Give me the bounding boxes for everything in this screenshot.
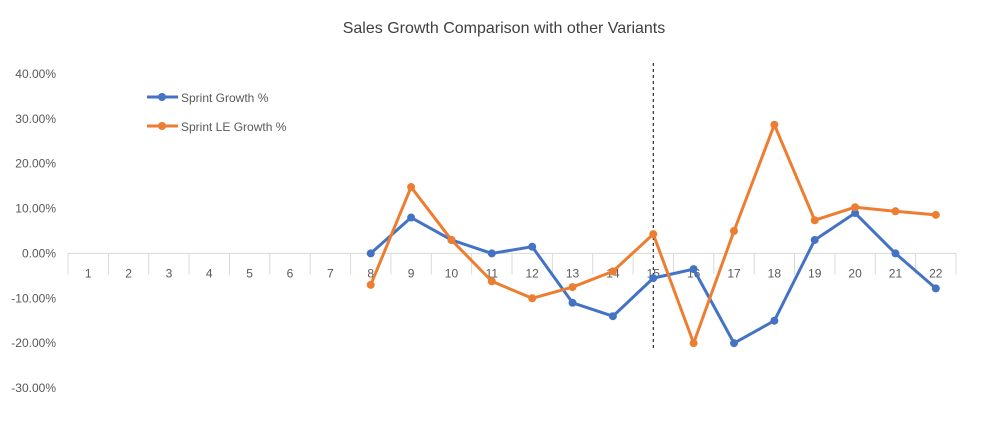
series-2 (366, 120, 940, 348)
data-point (608, 312, 617, 321)
x-tick-label: 21 (889, 266, 903, 280)
data-point (770, 316, 779, 325)
data-point (568, 283, 577, 292)
x-tick-label: 12 (526, 266, 540, 280)
y-tick-label: -30.00% (11, 381, 56, 395)
y-tick-label: 20.00% (15, 157, 56, 171)
chart-title: Sales Growth Comparison with other Varia… (342, 20, 666, 37)
x-tick-label: 9 (408, 266, 415, 280)
data-point (649, 274, 658, 283)
data-point (689, 265, 698, 274)
x-tick-label: 5 (246, 266, 253, 280)
data-point (730, 227, 738, 235)
y-tick-label: -20.00% (11, 336, 56, 350)
x-tick-label: 2 (125, 266, 132, 280)
data-point (730, 339, 738, 348)
data-point (891, 249, 900, 258)
x-tick-label: 17 (727, 266, 741, 280)
y-tick-label: 30.00% (15, 112, 56, 126)
legend-item: Sprint Growth % (147, 91, 269, 105)
data-point (487, 277, 496, 286)
y-tick-label: 10.00% (15, 202, 56, 216)
data-point (851, 203, 860, 212)
x-tick-label: 6 (287, 266, 294, 280)
data-point (931, 284, 940, 293)
data-point (407, 183, 416, 192)
legend-item: Sprint LE Growth % (147, 120, 287, 134)
x-tick-label: 4 (206, 266, 213, 280)
y-tick-label: -10.00% (11, 291, 56, 305)
data-point (931, 210, 940, 219)
data-point (528, 242, 537, 251)
data-point (649, 230, 658, 239)
legend-marker (158, 122, 166, 130)
data-point (608, 267, 617, 276)
data-point (447, 235, 456, 244)
x-tick-label: 3 (166, 266, 173, 280)
y-tick-label: 0.00% (22, 246, 56, 260)
x-tick-label: 18 (768, 266, 782, 280)
legend-label: Sprint LE Growth % (181, 120, 287, 134)
data-point (689, 339, 698, 348)
x-tick-label: 1 (85, 266, 92, 280)
data-point (366, 280, 375, 289)
legend-marker (158, 93, 166, 101)
x-tick-label: 20 (848, 266, 862, 280)
x-tick-label: 19 (808, 266, 822, 280)
data-point (568, 298, 577, 307)
data-point (770, 120, 779, 129)
data-point (487, 249, 496, 258)
x-tick-label: 8 (367, 266, 374, 280)
x-tick-label: 10 (445, 266, 459, 280)
data-point (851, 209, 860, 218)
legend-label: Sprint Growth % (181, 91, 269, 105)
data-point (810, 235, 819, 244)
x-tick-label: 13 (566, 266, 580, 280)
y-tick-label: 40.00% (15, 67, 56, 81)
x-tick-label: 7 (327, 266, 334, 280)
data-point (407, 213, 416, 222)
data-point (810, 216, 819, 225)
data-point (366, 249, 375, 258)
x-tick-label: 22 (929, 266, 943, 280)
data-point (528, 294, 537, 303)
data-point (891, 207, 900, 216)
